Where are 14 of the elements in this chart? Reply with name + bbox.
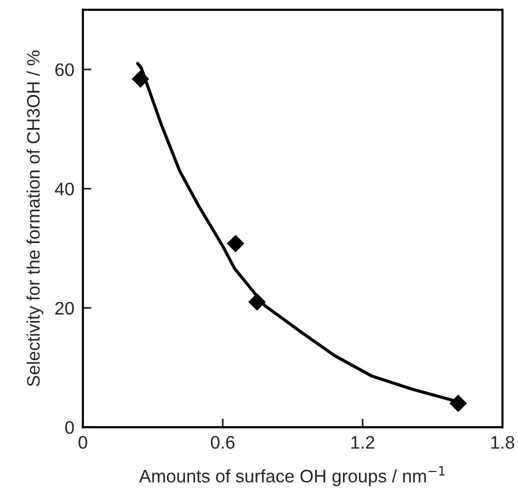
- point: [450, 394, 467, 412]
- y-tick-label: 40: [54, 182, 74, 196]
- y-tick-label: 60: [55, 63, 74, 76]
- x-tick-label: 1.2: [351, 436, 374, 449]
- y-axis-title: Selectivity for the formation of CH3OH / %: [26, 50, 44, 386]
- y-tick-label: 20: [55, 302, 74, 315]
- point: [132, 70, 150, 88]
- x-axis-title: Amounts of surface OH groups / nm$^{−1}$: [139, 466, 445, 486]
- y-tick-label: 0: [65, 421, 74, 434]
- x-tick-label: 0.6: [210, 436, 234, 449]
- point: [248, 293, 266, 311]
- x-tick-label: 0: [78, 436, 88, 449]
- x-tick-label: 1.8: [491, 436, 514, 449]
- point: [226, 234, 244, 252]
